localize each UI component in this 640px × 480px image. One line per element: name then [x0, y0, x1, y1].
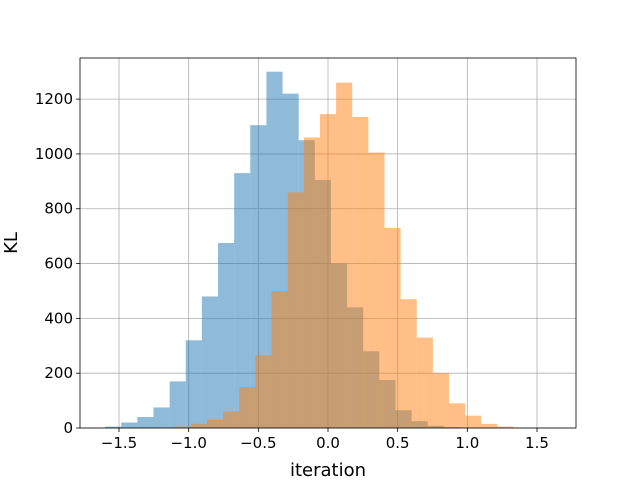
histogram-bar-series-2 [465, 415, 482, 428]
y-tick-label: 200 [44, 364, 73, 382]
histogram-bar-series-1 [250, 125, 267, 429]
histogram-bar-series-2 [303, 137, 320, 428]
histogram-bar-series-2 [190, 423, 208, 428]
histogram-bar-series-2 [287, 192, 304, 428]
x-tick-label: −1.5 [101, 434, 137, 452]
histogram-bar-series-2 [352, 116, 369, 428]
histogram-bar-series-1 [218, 243, 235, 428]
histogram-bar-series-2 [449, 403, 466, 428]
y-tick-label: 1000 [35, 145, 73, 163]
x-tick-label: −1.0 [170, 434, 206, 452]
x-tick-label: 0.0 [316, 434, 340, 452]
histogram-bar-series-1 [153, 407, 170, 428]
y-tick-label: 800 [44, 200, 73, 218]
histogram-bar-series-2 [239, 386, 256, 428]
x-tick-label: −0.5 [240, 434, 276, 452]
histogram-bar-series-2 [432, 373, 450, 428]
histogram-bar-series-1 [121, 422, 138, 428]
histogram-bar-series-1 [105, 426, 122, 428]
histogram-bar-series-2 [384, 227, 401, 428]
histogram-bar-series-2 [319, 114, 337, 429]
x-axis-label: iteration [290, 460, 366, 480]
histogram-bar-series-2 [207, 419, 224, 428]
y-tick-label: 1200 [35, 90, 73, 108]
histogram-bar-series-2 [416, 337, 433, 428]
histogram-bar-series-1 [137, 417, 154, 428]
histogram-bar-series-1 [169, 381, 186, 428]
y-tick-label: 0 [63, 419, 73, 437]
histogram-bar-series-1 [201, 296, 219, 428]
histogram-bar-series-2 [481, 423, 498, 428]
histogram-bar-series-2 [400, 299, 417, 428]
histogram-bar-series-2 [255, 355, 272, 428]
bars-layer [105, 71, 514, 429]
histogram-bar-series-2 [223, 411, 240, 428]
histogram-bar-series-2 [174, 426, 191, 428]
histogram-bar-series-2 [497, 426, 514, 428]
histogram-bar-series-2 [368, 152, 385, 429]
x-tick-label: 1.0 [455, 434, 479, 452]
histogram-bar-series-2 [336, 82, 353, 429]
x-tick-label: 0.5 [386, 434, 410, 452]
ticks-layer: −1.5 −1.0 −0.5 0.0 0.5 1.0 1.5 0 200 400 600 800 100… [35, 90, 549, 452]
histogram-bar-series-1 [234, 173, 251, 428]
x-tick-label: 1.5 [525, 434, 549, 452]
y-axis-label: KL [1, 232, 22, 254]
y-tick-label: 400 [44, 309, 73, 327]
histogram-bar-series-2 [271, 290, 288, 428]
y-tick-label: 600 [44, 255, 73, 273]
histogram-bar-series-1 [185, 340, 202, 428]
